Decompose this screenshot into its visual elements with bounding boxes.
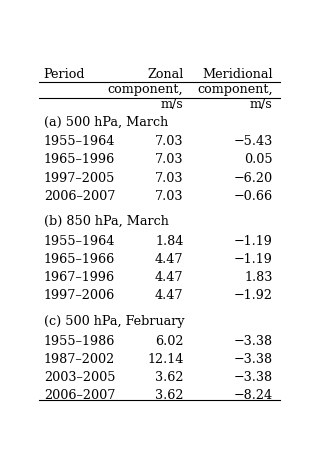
Text: 2006–2007: 2006–2007: [44, 190, 115, 202]
Text: 7.03: 7.03: [155, 172, 183, 184]
Text: 6.02: 6.02: [155, 335, 183, 348]
Text: 7.03: 7.03: [155, 190, 183, 202]
Text: 1987–2002: 1987–2002: [44, 353, 115, 366]
Text: 1965–1966: 1965–1966: [44, 253, 115, 266]
Text: 7.03: 7.03: [155, 135, 183, 148]
Text: Meridional
component,
m/s: Meridional component, m/s: [197, 67, 273, 111]
Text: 2006–2007: 2006–2007: [44, 389, 115, 402]
Text: Zonal
component,
m/s: Zonal component, m/s: [108, 67, 183, 111]
Text: 1967–1996: 1967–1996: [44, 271, 115, 284]
Text: 7.03: 7.03: [155, 154, 183, 166]
Text: 1955–1964: 1955–1964: [44, 135, 115, 148]
Text: 0.05: 0.05: [244, 154, 273, 166]
Text: (b) 850 hPa, March: (b) 850 hPa, March: [44, 215, 169, 228]
Text: 4.47: 4.47: [155, 253, 183, 266]
Text: (a) 500 hPa, March: (a) 500 hPa, March: [44, 116, 168, 128]
Text: −1.19: −1.19: [234, 235, 273, 248]
Text: −3.38: −3.38: [234, 335, 273, 348]
Text: 1.83: 1.83: [244, 271, 273, 284]
Text: (c) 500 hPa, February: (c) 500 hPa, February: [44, 315, 184, 328]
Text: −8.24: −8.24: [234, 389, 273, 402]
Text: −5.43: −5.43: [234, 135, 273, 148]
Text: 2003–2005: 2003–2005: [44, 371, 115, 384]
Text: −3.38: −3.38: [234, 371, 273, 384]
Text: 1955–1986: 1955–1986: [44, 335, 115, 348]
Text: 12.14: 12.14: [147, 353, 183, 366]
Text: 1997–2005: 1997–2005: [44, 172, 115, 184]
Text: −3.38: −3.38: [234, 353, 273, 366]
Text: Period: Period: [44, 67, 85, 81]
Text: −0.66: −0.66: [234, 190, 273, 202]
Text: 3.62: 3.62: [155, 371, 183, 384]
Text: 4.47: 4.47: [155, 289, 183, 303]
Text: 3.62: 3.62: [155, 389, 183, 402]
Text: 1955–1964: 1955–1964: [44, 235, 115, 248]
Text: 1.84: 1.84: [155, 235, 183, 248]
Text: −1.92: −1.92: [234, 289, 273, 303]
Text: −6.20: −6.20: [234, 172, 273, 184]
Text: 1997–2006: 1997–2006: [44, 289, 115, 303]
Text: −1.19: −1.19: [234, 253, 273, 266]
Text: 4.47: 4.47: [155, 271, 183, 284]
Text: 1965–1996: 1965–1996: [44, 154, 115, 166]
